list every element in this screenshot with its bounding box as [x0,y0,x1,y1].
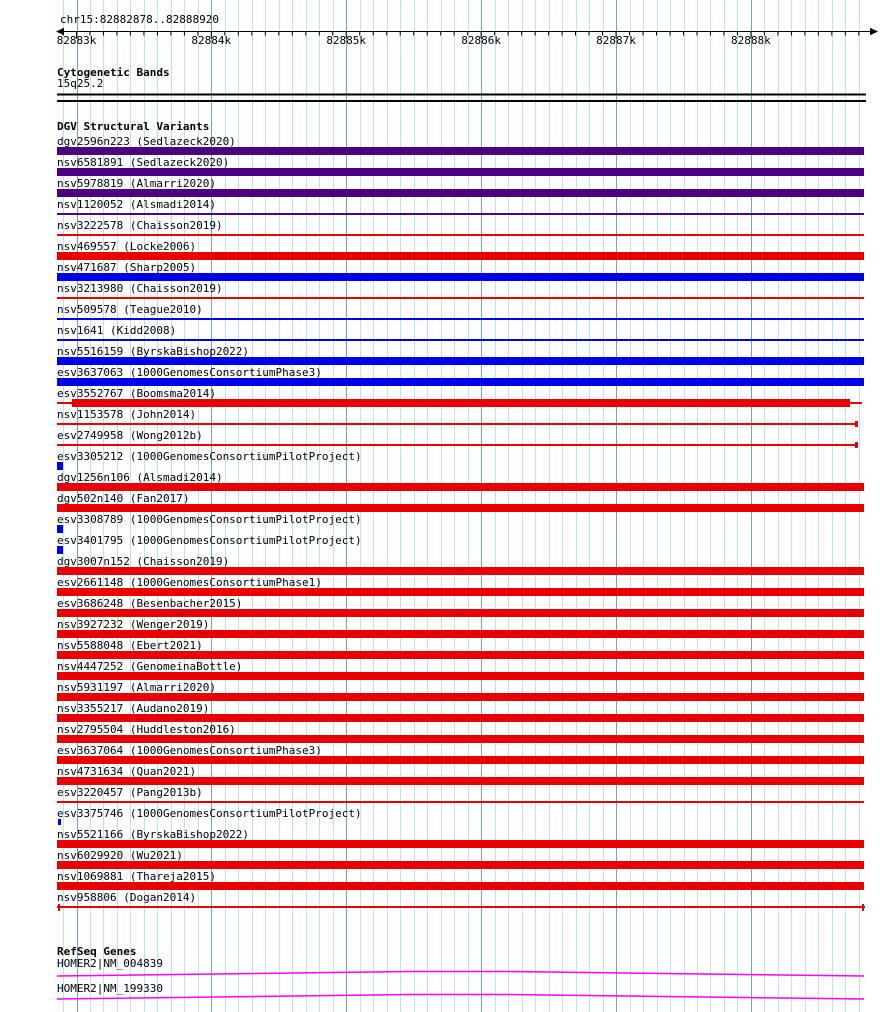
gene-label[interactable]: HOMER2|NM_199330 [57,982,163,995]
variant-bar[interactable] [57,588,864,596]
variant-bar[interactable] [57,882,864,890]
ruler-tick-label: 82885k [326,34,367,47]
gene-structure[interactable] [56,993,865,1000]
variant-bar[interactable] [57,735,864,743]
ruler-right-arrow-icon [870,27,878,36]
variant-bar[interactable] [57,252,864,260]
variant-label[interactable]: dgv2596n223 (Sedlazeck2020) [57,135,236,148]
variant-line[interactable] [57,444,857,446]
gene-structure[interactable] [56,970,865,977]
variant-label[interactable]: nsv6581891 (Sedlazeck2020) [57,156,230,169]
variant-label[interactable]: nsv5931197 (Almarri2020) [57,681,216,694]
refseq-section-header: RefSeq Genes [57,945,137,958]
variant-endcap[interactable] [855,421,858,427]
variant-label[interactable]: nsv1153578 (John2014) [57,408,197,421]
variant-bar[interactable] [57,483,864,491]
ruler-tick-label: 82883k [56,34,97,47]
ruler-tick-label: 82887k [596,34,636,47]
variant-bar[interactable] [57,714,864,722]
variant-label[interactable]: nsv509578 (Teague2010) [57,303,203,316]
variant-label[interactable]: nsv1641 (Kidd2008) [57,324,177,337]
variant-line[interactable] [57,906,865,908]
variant-label[interactable]: esv3308789 (1000GenomesConsortiumPilotPr… [57,513,362,526]
variant-point[interactable] [57,525,63,533]
variant-label[interactable]: nsv5516159 (ByrskaBishop2022) [57,345,250,358]
variant-line[interactable] [57,801,864,803]
variant-label[interactable]: nsv958806 (Dogan2014) [57,891,197,904]
variant-bar[interactable] [57,861,864,869]
ruler-tick-label: 82886k [461,34,501,47]
cytoband-label: 15q25.2 [57,77,104,90]
variant-label[interactable]: dgv1256n106 (Alsmadi2014) [57,471,223,484]
variant-line[interactable] [850,402,862,404]
variant-label[interactable]: nsv5978819 (Almarri2020) [57,177,216,190]
variant-label[interactable]: nsv3355217 (Audano2019) [57,702,210,715]
variant-bar[interactable] [57,504,864,512]
variant-label[interactable]: esv3552767 (Boomsma2014) [57,387,216,400]
variant-bar[interactable] [57,168,864,176]
variant-point[interactable] [57,462,63,470]
variant-label[interactable]: esv2661148 (1000GenomesConsortiumPhase1) [57,576,322,589]
variant-label[interactable]: esv3686248 (Besenbacher2015) [57,597,243,610]
variant-bar[interactable] [57,777,864,785]
variant-label[interactable]: nsv1120052 (Alsmadi2014) [57,198,216,211]
gene-label[interactable]: HOMER2|NM_004839 [57,957,163,970]
ruler-tick-label: 82884k [191,34,232,47]
variant-label[interactable]: esv3401795 (1000GenomesConsortiumPilotPr… [57,534,362,547]
variant-label[interactable]: nsv6029920 (Wu2021) [57,849,183,862]
dgv-section-header: DGV Structural Variants [57,120,210,133]
variant-label[interactable]: nsv469557 (Locke2006) [57,240,197,253]
variant-label[interactable]: esv3637063 (1000GenomesConsortiumPhase3) [57,366,322,379]
variant-label[interactable]: nsv2795504 (Huddleston2016) [57,723,236,736]
variant-label[interactable]: nsv1069881 (Thareja2015) [57,870,216,883]
variant-bar[interactable] [57,651,864,659]
ruler-left-arrow-icon [56,27,64,36]
variant-bar[interactable] [57,609,864,617]
variant-bar[interactable] [57,840,864,848]
variant-endcap[interactable] [57,903,60,911]
variant-line[interactable] [57,234,864,236]
variant-label[interactable]: nsv3222578 (Chaisson2019) [57,219,223,232]
variant-label[interactable]: nsv5588048 (Ebert2021) [57,639,203,652]
variant-label[interactable]: dgv502n140 (Fan2017) [57,492,190,505]
variant-label[interactable]: esv3375746 (1000GenomesConsortiumPilotPr… [57,807,362,820]
variant-line[interactable] [57,213,864,215]
variant-bar[interactable] [72,399,850,407]
variant-label[interactable]: nsv3213980 (Chaisson2019) [57,282,223,295]
cytogenetic-section-header: Cytogenetic Bands [57,66,170,79]
variant-label[interactable]: esv3220457 (Pang2013b) [57,786,203,799]
variant-line[interactable] [57,297,864,299]
variant-bar[interactable] [57,378,864,386]
variant-bar[interactable] [57,693,864,701]
variant-label[interactable]: nsv4731634 (Quan2021) [57,765,197,778]
variant-bar[interactable] [57,672,864,680]
variant-label[interactable]: nsv4447252 (GenomeinaBottle) [57,660,243,673]
variant-bar[interactable] [57,567,864,575]
variant-line[interactable] [57,339,864,341]
variant-bar[interactable] [57,357,864,365]
variant-bar[interactable] [57,756,864,764]
variant-label[interactable]: nsv3927232 (Wenger2019) [57,618,210,631]
variant-point[interactable] [57,546,63,554]
ruler-tick-label: 82888k [731,34,771,47]
variant-label[interactable]: esv2749958 (Wong2012b) [57,429,203,442]
variant-bar[interactable] [57,273,864,281]
variant-line[interactable] [57,402,72,404]
variant-label[interactable]: esv3637064 (1000GenomesConsortiumPhase3) [57,744,322,757]
variant-label[interactable]: nsv471687 (Sharp2005) [57,261,197,274]
variant-endcap[interactable] [855,442,858,448]
variant-line[interactable] [57,318,864,320]
variant-endcap[interactable] [861,903,864,911]
variant-bar[interactable] [57,189,864,197]
region-title: chr15:82882878..82888920 [60,13,219,26]
variant-bar[interactable] [57,147,864,155]
variant-line[interactable] [57,423,857,425]
variant-label[interactable]: dgv3007n152 (Chaisson2019) [57,555,230,568]
variant-bar[interactable] [57,630,864,638]
variant-label[interactable]: nsv5521166 (ByrskaBishop2022) [57,828,250,841]
variant-label[interactable]: esv3305212 (1000GenomesConsortiumPilotPr… [57,450,362,463]
variant-point[interactable] [58,818,61,825]
